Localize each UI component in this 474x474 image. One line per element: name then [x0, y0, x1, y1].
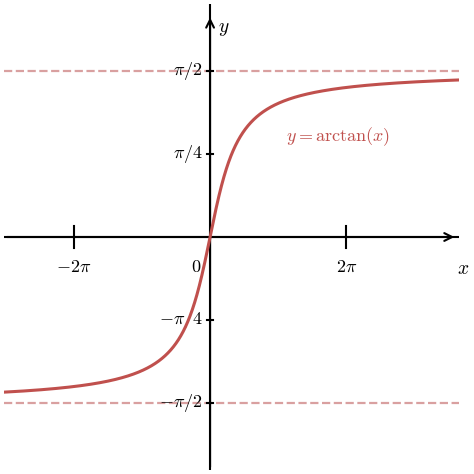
Text: $-\pi/4$: $-\pi/4$: [159, 309, 202, 331]
Text: $2\pi$: $2\pi$: [336, 258, 357, 276]
Text: $0$: $0$: [191, 258, 201, 276]
Text: $\pi/2$: $\pi/2$: [173, 60, 202, 82]
Text: $x$: $x$: [457, 260, 469, 278]
Text: $y$: $y$: [218, 20, 229, 38]
Text: $-2\pi$: $-2\pi$: [56, 258, 91, 276]
Text: $y=\arctan(x)$: $y=\arctan(x)$: [286, 125, 390, 148]
Text: $\pi/4$: $\pi/4$: [173, 143, 202, 165]
Text: $-\pi/2$: $-\pi/2$: [159, 392, 202, 414]
